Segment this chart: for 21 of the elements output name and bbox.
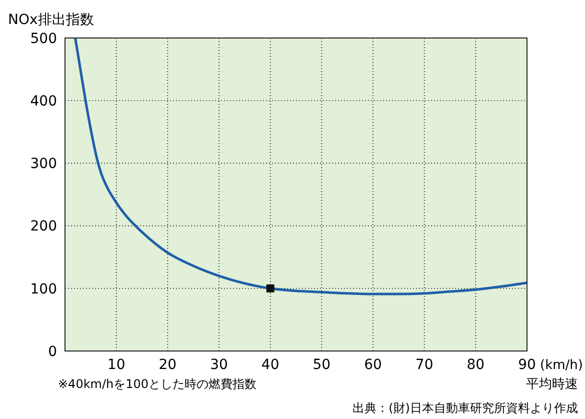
x-tick-label: 70 [415, 357, 434, 373]
x-tick-label: 60 [364, 357, 382, 373]
source-note: 出典：(財)日本自動車研究所資料より作成 [352, 401, 578, 415]
y-tick-label: 200 [30, 218, 57, 235]
x-tick-label: 80 [466, 357, 485, 373]
y-tick-label: 300 [30, 156, 57, 172]
y-tick-label: 400 [30, 94, 57, 110]
x-axis-title: 平均時速 [526, 377, 578, 392]
x-tick-label: 50 [312, 357, 331, 373]
text: (km/h) [540, 358, 583, 373]
y-axis-title: NOx排出指数 [8, 12, 94, 28]
x-tick-label: 20 [158, 357, 177, 373]
text: ※40km/hを100とした時の燃費指数 [58, 377, 257, 391]
x-tick-label: 40 [261, 357, 280, 373]
y-tick-label: 500 [30, 30, 57, 47]
x-tick-label: 30 [210, 357, 228, 373]
x-tick-label: 10 [107, 357, 126, 373]
x-tick-label: 90 [518, 357, 536, 373]
y-tick-label: 100 [30, 281, 57, 298]
line-series [74, 36, 528, 296]
y-tick-label: 0 [48, 344, 57, 360]
